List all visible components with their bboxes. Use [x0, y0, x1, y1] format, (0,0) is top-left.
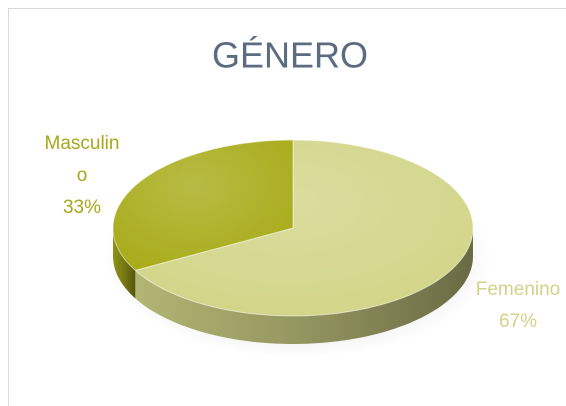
- slice-highlight: [135, 140, 474, 316]
- slice: [134, 139, 474, 344]
- slice-side-shade: [135, 228, 474, 344]
- slice-label: Masculino 33%: [40, 128, 124, 224]
- slice: [112, 139, 294, 299]
- value-label: 67%: [498, 311, 538, 332]
- slice-label: Femenino 67%: [470, 274, 566, 338]
- value-label: 33%: [62, 197, 102, 218]
- slice-side-shade: [113, 228, 136, 299]
- category-label: Femenino: [475, 279, 561, 300]
- chart-frame: [8, 8, 566, 406]
- chart-title: GÉNERO: [212, 35, 368, 76]
- pie: [112, 139, 474, 344]
- category-label: Masculino: [44, 133, 120, 186]
- slice-highlight: [113, 140, 293, 271]
